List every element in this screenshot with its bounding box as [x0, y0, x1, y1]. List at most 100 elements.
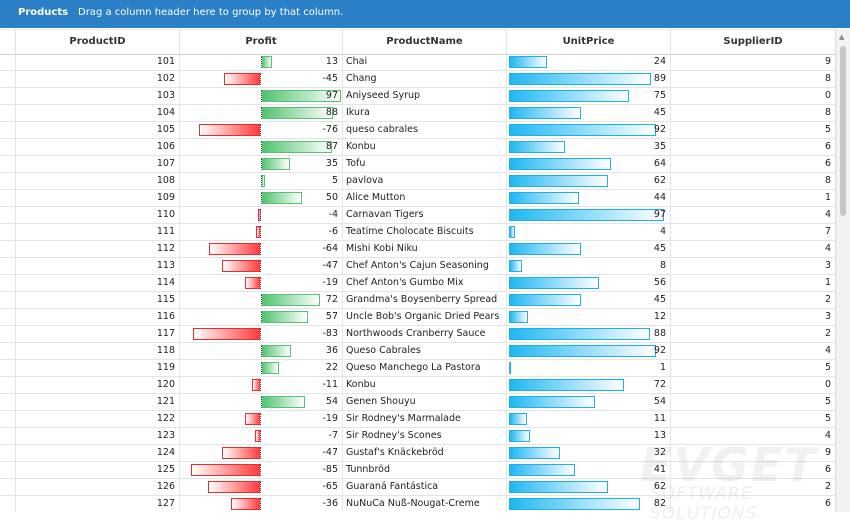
cell-supplierid[interactable]: 4: [670, 428, 835, 444]
table-row[interactable]: 120 -11 Konbu 72 0: [0, 377, 835, 394]
cell-productname[interactable]: Teatime Cholocate Biscuits: [342, 224, 506, 240]
cell-profit[interactable]: -11: [179, 377, 342, 393]
cell-profit[interactable]: 13: [179, 54, 342, 70]
cell-unitprice[interactable]: 32: [506, 445, 670, 461]
cell-productname[interactable]: Tofu: [342, 156, 506, 172]
cell-productid[interactable]: 104: [15, 105, 179, 121]
cell-unitprice[interactable]: 8: [506, 258, 670, 274]
cell-unitprice[interactable]: 64: [506, 156, 670, 172]
table-row[interactable]: 101 13 Chai 24 9: [0, 54, 835, 71]
cell-unitprice[interactable]: 54: [506, 394, 670, 410]
cell-productname[interactable]: Mishi Kobi Niku: [342, 241, 506, 257]
cell-productid[interactable]: 126: [15, 479, 179, 495]
cell-unitprice[interactable]: 92: [506, 343, 670, 359]
cell-productid[interactable]: 122: [15, 411, 179, 427]
table-row[interactable]: 111 -6 Teatime Cholocate Biscuits 4 7: [0, 224, 835, 241]
cell-productname[interactable]: Chai: [342, 54, 506, 70]
cell-supplierid[interactable]: 5: [670, 411, 835, 427]
cell-supplierid[interactable]: 4: [670, 343, 835, 359]
table-row[interactable]: 126 -65 Guaraná Fantástica 62 2: [0, 479, 835, 496]
table-row[interactable]: 113 -47 Chef Anton's Cajun Seasoning 8 3: [0, 258, 835, 275]
cell-unitprice[interactable]: 45: [506, 292, 670, 308]
cell-unitprice[interactable]: 44: [506, 190, 670, 206]
column-header-supplierid[interactable]: SupplierID: [670, 30, 835, 54]
table-row[interactable]: 108 5 pavlova 62 8: [0, 173, 835, 190]
table-row[interactable]: 119 22 Queso Manchego La Pastora 1 5: [0, 360, 835, 377]
table-row[interactable]: 104 88 Ikura 45 8: [0, 105, 835, 122]
cell-profit[interactable]: 87: [179, 139, 342, 155]
cell-supplierid[interactable]: 5: [670, 360, 835, 376]
cell-productname[interactable]: queso cabrales: [342, 122, 506, 138]
cell-productname[interactable]: Carnavan Tigers: [342, 207, 506, 223]
table-row[interactable]: 109 50 Alice Mutton 44 1: [0, 190, 835, 207]
cell-profit[interactable]: 5: [179, 173, 342, 189]
cell-profit[interactable]: -4: [179, 207, 342, 223]
cell-supplierid[interactable]: 3: [670, 309, 835, 325]
cell-profit[interactable]: -19: [179, 275, 342, 291]
cell-productname[interactable]: Queso Cabrales: [342, 343, 506, 359]
cell-supplierid[interactable]: 6: [670, 139, 835, 155]
cell-profit[interactable]: 57: [179, 309, 342, 325]
cell-supplierid[interactable]: 6: [670, 462, 835, 478]
cell-supplierid[interactable]: 6: [670, 156, 835, 172]
cell-productid[interactable]: 101: [15, 54, 179, 70]
cell-profit[interactable]: -7: [179, 428, 342, 444]
cell-supplierid[interactable]: 5: [670, 122, 835, 138]
cell-supplierid[interactable]: 9: [670, 445, 835, 461]
cell-productname[interactable]: Alice Mutton: [342, 190, 506, 206]
cell-productid[interactable]: 118: [15, 343, 179, 359]
vertical-scrollbar[interactable]: ▲: [835, 29, 850, 512]
cell-unitprice[interactable]: 62: [506, 479, 670, 495]
table-row[interactable]: 118 36 Queso Cabrales 92 4: [0, 343, 835, 360]
cell-profit[interactable]: -47: [179, 445, 342, 461]
cell-unitprice[interactable]: 89: [506, 71, 670, 87]
cell-profit[interactable]: -45: [179, 71, 342, 87]
cell-supplierid[interactable]: 7: [670, 224, 835, 240]
table-row[interactable]: 127 -36 NuNuCa Nuß-Nougat-Creme 82 6: [0, 496, 835, 512]
cell-profit[interactable]: 50: [179, 190, 342, 206]
cell-productid[interactable]: 121: [15, 394, 179, 410]
cell-supplierid[interactable]: 2: [670, 292, 835, 308]
cell-productname[interactable]: Aniyseed Syrup: [342, 88, 506, 104]
cell-profit[interactable]: -19: [179, 411, 342, 427]
cell-productname[interactable]: Chef Anton's Gumbo Mix: [342, 275, 506, 291]
cell-profit[interactable]: 97: [179, 88, 342, 104]
cell-profit[interactable]: -64: [179, 241, 342, 257]
cell-supplierid[interactable]: 8: [670, 105, 835, 121]
table-row[interactable]: 121 54 Genen Shouyu 54 5: [0, 394, 835, 411]
table-row[interactable]: 122 -19 Sir Rodney's Marmalade 11 5: [0, 411, 835, 428]
cell-profit[interactable]: 54: [179, 394, 342, 410]
cell-unitprice[interactable]: 41: [506, 462, 670, 478]
cell-productname[interactable]: Queso Manchego La Pastora: [342, 360, 506, 376]
cell-supplierid[interactable]: 1: [670, 275, 835, 291]
cell-profit[interactable]: 35: [179, 156, 342, 172]
cell-productid[interactable]: 102: [15, 71, 179, 87]
scrollbar-thumb[interactable]: [840, 46, 846, 216]
cell-productid[interactable]: 110: [15, 207, 179, 223]
cell-productname[interactable]: Konbu: [342, 377, 506, 393]
cell-unitprice[interactable]: 56: [506, 275, 670, 291]
cell-profit[interactable]: 36: [179, 343, 342, 359]
cell-profit[interactable]: -76: [179, 122, 342, 138]
cell-productid[interactable]: 116: [15, 309, 179, 325]
cell-productid[interactable]: 109: [15, 190, 179, 206]
cell-productname[interactable]: Uncle Bob's Organic Dried Pears: [342, 309, 506, 325]
cell-supplierid[interactable]: 0: [670, 377, 835, 393]
cell-unitprice[interactable]: 24: [506, 54, 670, 70]
cell-productname[interactable]: Konbu: [342, 139, 506, 155]
cell-supplierid[interactable]: 3: [670, 258, 835, 274]
cell-supplierid[interactable]: 8: [670, 173, 835, 189]
column-header-unitprice[interactable]: UnitPrice: [506, 30, 670, 54]
cell-productid[interactable]: 123: [15, 428, 179, 444]
table-row[interactable]: 110 -4 Carnavan Tigers 97 4: [0, 207, 835, 224]
cell-productid[interactable]: 107: [15, 156, 179, 172]
cell-productname[interactable]: Sir Rodney's Scones: [342, 428, 506, 444]
cell-productname[interactable]: NuNuCa Nuß-Nougat-Creme: [342, 496, 506, 512]
cell-productid[interactable]: 127: [15, 496, 179, 512]
cell-productname[interactable]: Gustaf's Knäckebröd: [342, 445, 506, 461]
table-row[interactable]: 124 -47 Gustaf's Knäckebröd 32 9: [0, 445, 835, 462]
table-row[interactable]: 123 -7 Sir Rodney's Scones 13 4: [0, 428, 835, 445]
cell-profit[interactable]: -47: [179, 258, 342, 274]
cell-productid[interactable]: 115: [15, 292, 179, 308]
column-header-productid[interactable]: ProductID: [15, 30, 179, 54]
